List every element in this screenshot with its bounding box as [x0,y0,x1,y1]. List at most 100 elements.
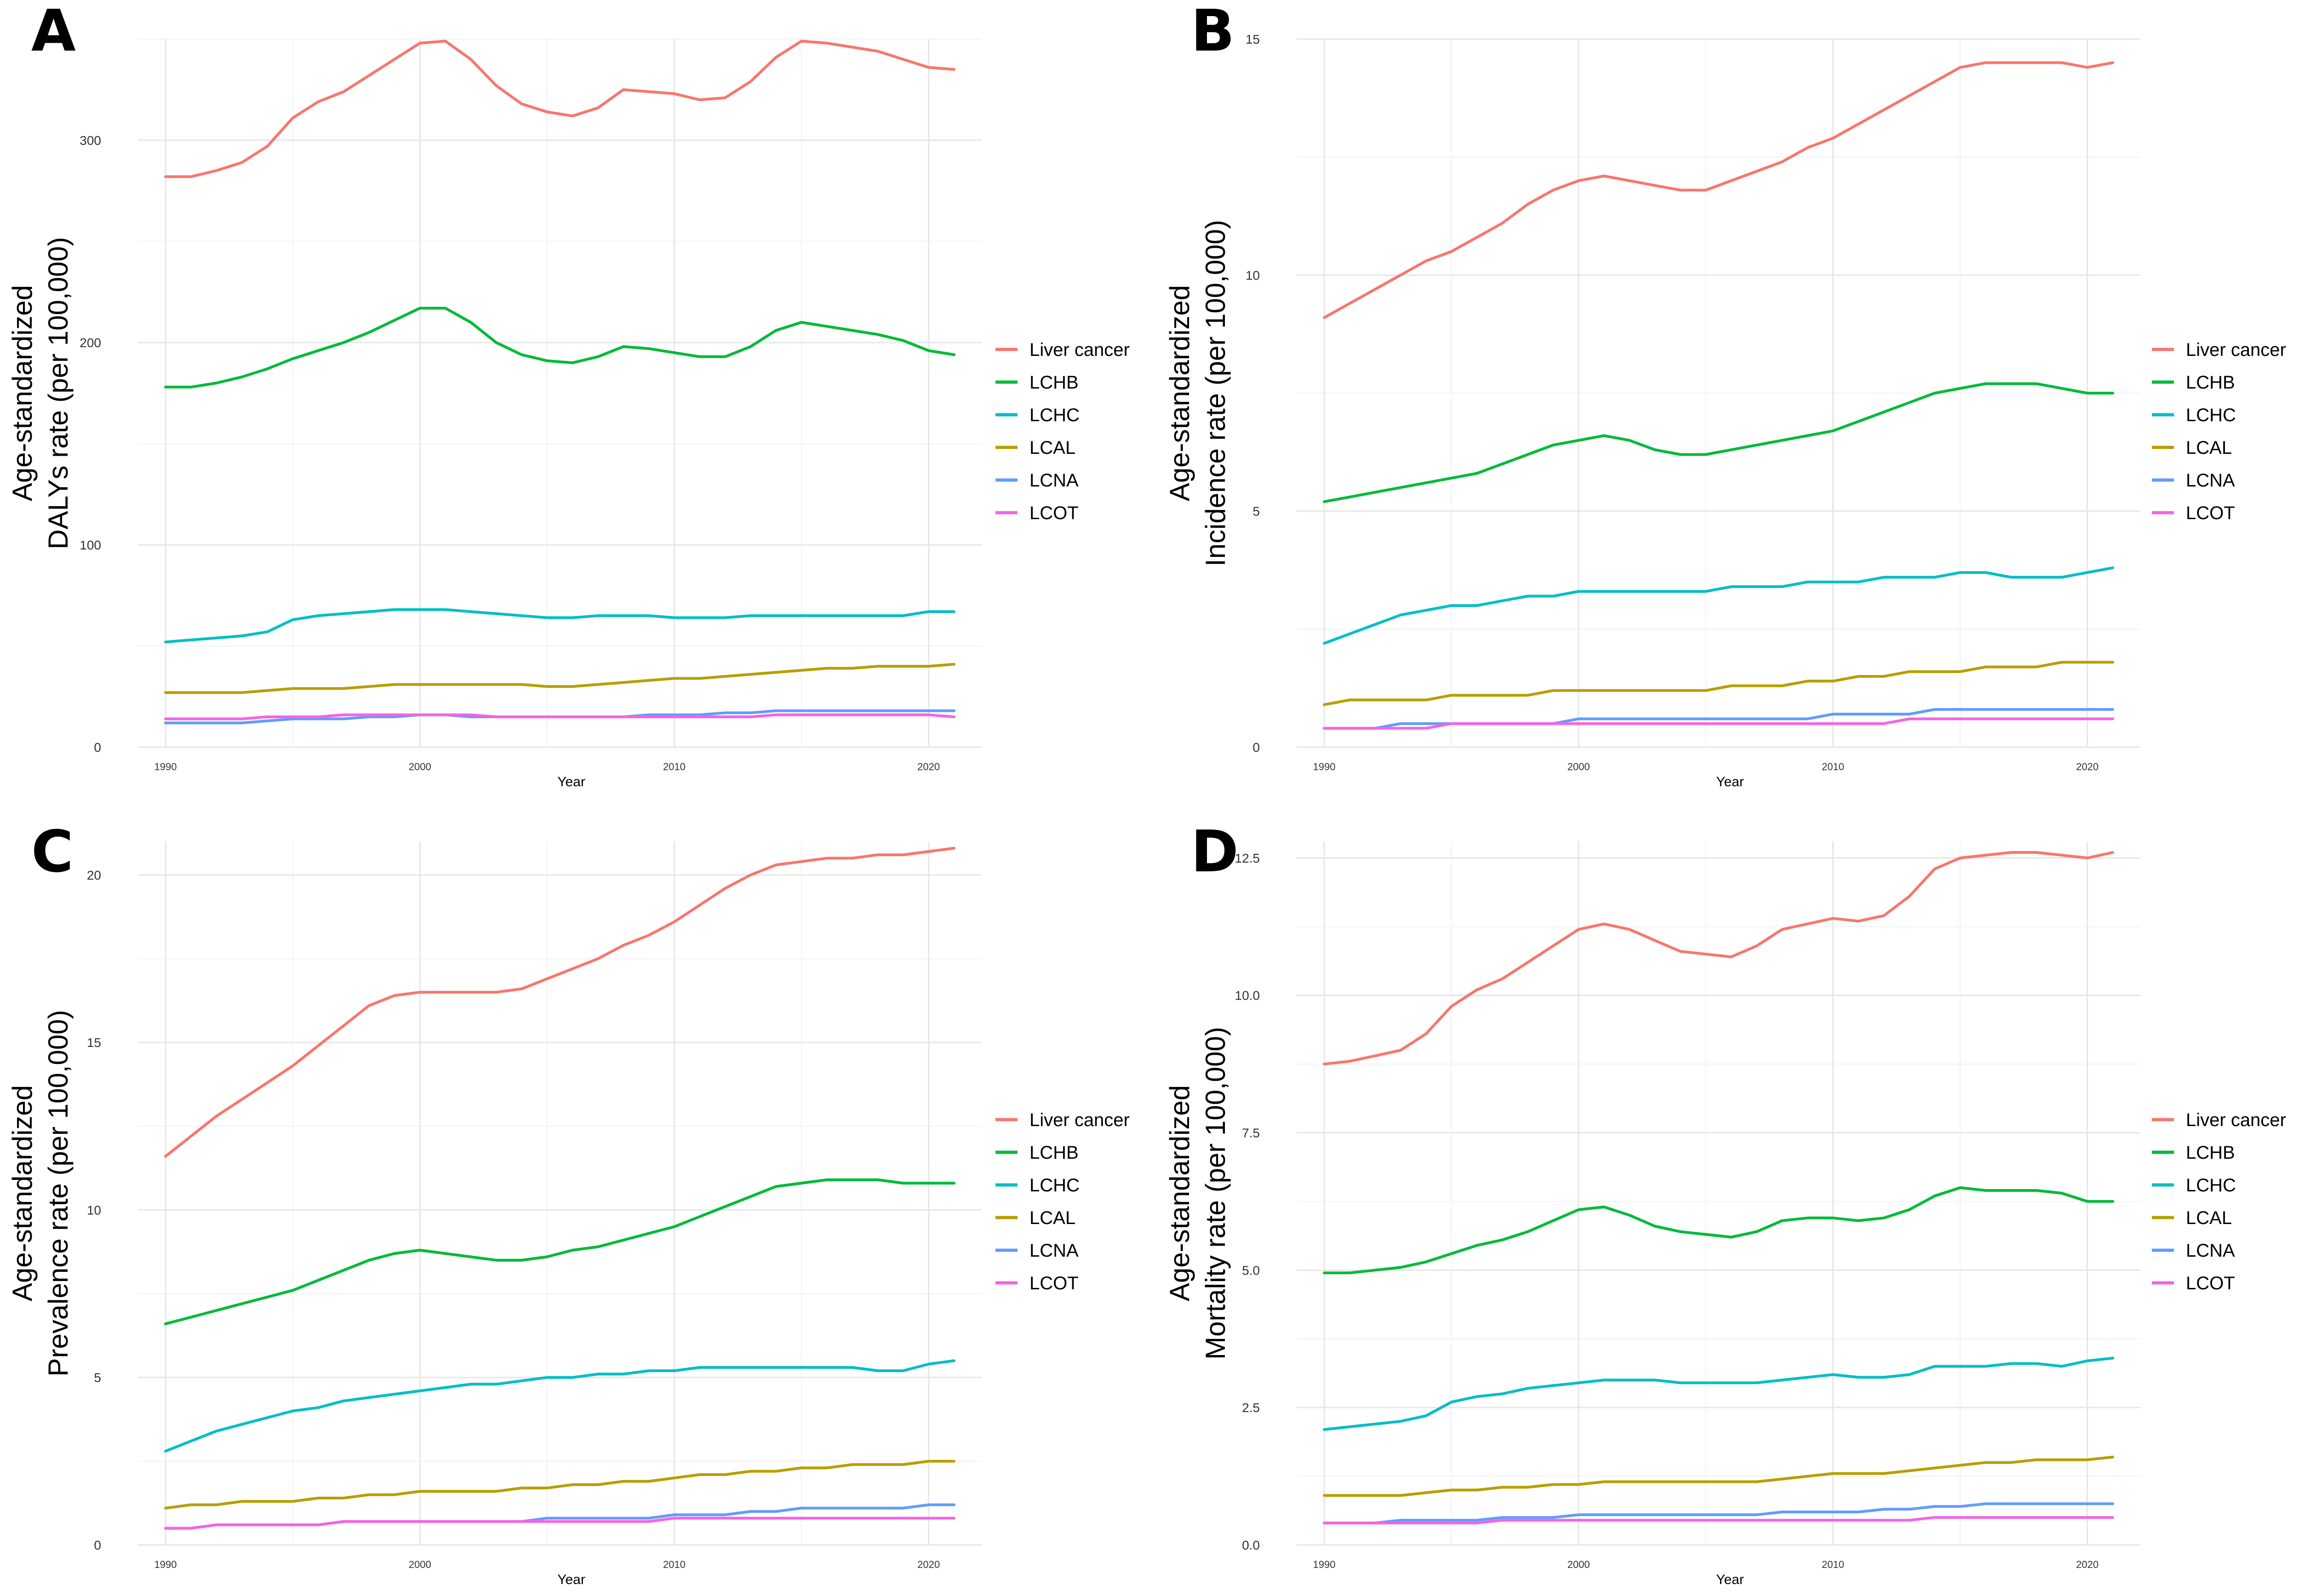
y-tick-label: 5 [94,1371,101,1385]
x-tick-label: 2010 [663,761,686,772]
legend: Liver cancer LCHB LCHC LCAL LCNA LCOT [995,340,1130,523]
chart-panel-a: 0 100 200 300 1990 2000 2010 2020 Year Age-standa… [7,0,1130,789]
series-line-lchc [164,1359,955,1453]
series-line-liver-cancer [1323,851,2114,1066]
y-tick-label: 100 [80,538,101,552]
legend-label: LCAL [2186,438,2232,458]
y-tick-label: 2.5 [1242,1401,1260,1415]
y-tick-label: 12.5 [1235,851,1260,865]
legend-label: Liver cancer [2186,340,2286,360]
x-axis-title: Year [557,774,585,789]
legend-label: Liver cancer [2186,1110,2286,1130]
series-line-liver-cancer [1323,61,2114,319]
y-tick-label: 0 [94,740,101,755]
y-tick-label: 10 [1246,268,1260,282]
series-line-lcot [1323,717,2114,730]
legend: Liver cancer LCHB LCHC LCAL LCNA LCOT [2152,340,2286,523]
legend-label: LCHC [2186,405,2236,425]
y-tick-label: 15 [1246,32,1260,46]
x-tick-label: 2010 [1822,761,1844,772]
series-line-lcot [164,1516,955,1530]
y-tick-label: 15 [87,1035,101,1050]
x-tick-label: 2020 [917,761,940,772]
series-line-lchb [164,307,955,389]
legend-label: LCAL [2186,1208,2232,1228]
series-line-lchb [164,1178,955,1326]
legend-label: LCOT [2186,1273,2235,1293]
series-line-lchc [164,608,955,644]
legend: Liver cancer LCHB LCHC LCAL LCNA LCOT [2152,1110,2286,1293]
y-tick-label: 0.0 [1242,1538,1260,1552]
legend: Liver cancer LCHB LCHC LCAL LCNA LCOT [995,1110,1130,1293]
y-tick-label: 5 [1252,504,1260,519]
panel-letter: A [31,0,76,64]
x-tick-label: 1990 [154,761,177,772]
legend-label: LCHC [1029,405,1080,425]
y-tick-label: 10.0 [1235,989,1260,1003]
y-axis-title-line: Age-standardized [7,1085,38,1301]
x-axis-title: Year [557,1572,585,1587]
series-line-lcal [164,663,955,694]
series-line-lchc [1323,1356,2114,1431]
legend-label: LCOT [1029,503,1079,523]
y-axis-title-line: Mortality rate (per 100,000) [1200,1027,1231,1360]
y-tick-label: 7.5 [1242,1126,1260,1140]
chart-panel-c: 0 5 10 15 20 1990 2000 2010 2020 Year Age-standard… [7,818,1130,1587]
legend-label: Liver cancer [1029,340,1130,360]
y-tick-label: 5.0 [1242,1263,1260,1277]
legend-label: LCNA [2186,1241,2235,1261]
x-tick-label: 1990 [1313,761,1336,772]
legend-label: LCAL [1029,1208,1075,1228]
legend-label: LCOT [1029,1273,1079,1293]
x-axis-title: Year [1716,774,1744,789]
panel-letter: D [1191,818,1239,885]
y-tick-label: 300 [80,133,101,148]
legend-label: LCHB [2186,1143,2235,1163]
chart-panel-b: 0 5 10 15 1990 2000 2010 2020 Year Age-standardiz… [1164,0,2286,789]
y-tick-label: 0 [94,1538,101,1552]
legend-label: LCHB [1029,372,1079,393]
x-axis-title: Year [1716,1572,1744,1587]
legend-label: LCNA [2186,470,2235,491]
y-axis-title-line: Age-standardized [1164,1085,1195,1301]
y-axis-title-line: Incidence rate (per 100,000) [1200,220,1231,566]
x-tick-label: 2020 [2076,1559,2099,1570]
y-axis-title-line: DALYs rate (per 100,000) [43,237,74,549]
legend-label: LCHC [1029,1175,1080,1196]
series-line-lcal [1323,661,2114,706]
y-tick-label: 200 [80,336,101,350]
series-line-lchb [1323,1186,2114,1275]
x-tick-label: 1990 [1313,1559,1336,1570]
y-tick-label: 10 [87,1203,101,1217]
panel-letter: C [31,818,74,885]
x-tick-label: 2020 [2076,761,2099,772]
y-tick-label: 0 [1252,740,1260,755]
y-axis-title-line: Prevalence rate (per 100,000) [43,1010,74,1376]
legend-label: LCNA [1029,470,1079,491]
series-line-lcna [1323,1502,2114,1525]
x-tick-label: 2020 [917,1559,940,1570]
series-line-lcal [164,1459,955,1510]
series-line-liver-cancer [164,847,955,1158]
x-tick-label: 2010 [663,1559,686,1570]
chart-panel-d: 0.0 2.5 5.0 7.5 10.0 12.5 1990 2000 2010 2020 Year… [1164,818,2286,1587]
x-tick-label: 1990 [154,1559,177,1570]
series-line-lcot [164,713,955,721]
y-axis-title-line: Age-standardized [1164,285,1195,501]
series-line-liver-cancer [164,40,955,178]
legend-label: Liver cancer [1029,1110,1130,1130]
x-tick-label: 2000 [409,761,431,772]
panel-letter: B [1191,0,1235,64]
x-tick-label: 2010 [1822,1559,1844,1570]
x-tick-label: 2000 [409,1559,431,1570]
legend-label: LCHB [2186,372,2235,393]
legend-label: LCNA [1029,1241,1079,1261]
series-line-lcot [1323,1516,2114,1525]
y-tick-label: 20 [87,868,101,882]
x-tick-label: 2000 [1567,761,1590,772]
series-line-lchc [1323,566,2114,645]
x-tick-label: 2000 [1567,1559,1590,1570]
y-axis-title-line: Age-standardized [7,285,38,501]
legend-label: LCOT [2186,503,2235,523]
